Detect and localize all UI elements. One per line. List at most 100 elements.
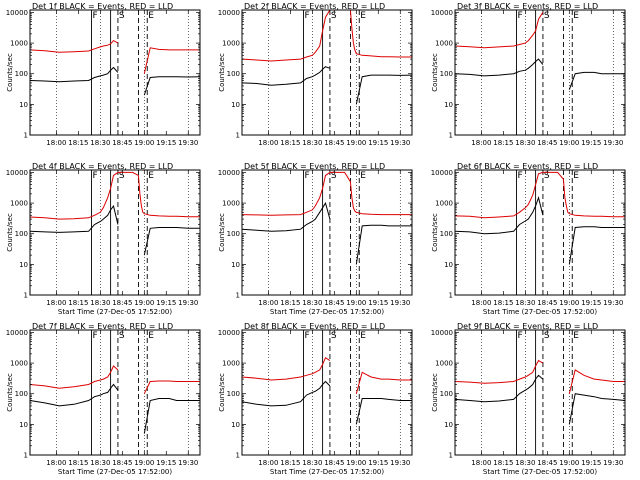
x-axis-title: Start Time (27-Dec-05 17:52:00) bbox=[483, 468, 597, 476]
series-lld-line bbox=[29, 365, 200, 394]
y-tick-label: 10000 bbox=[6, 169, 28, 177]
event-label: E bbox=[360, 331, 366, 341]
plot-frame bbox=[241, 329, 413, 456]
x-tick-label: 18:00 bbox=[46, 459, 66, 467]
series-events-line bbox=[241, 201, 412, 265]
event-label: E bbox=[148, 331, 154, 341]
x-tick-label: 19:15 bbox=[156, 459, 176, 467]
x-tick-label: 19:15 bbox=[368, 299, 388, 307]
y-tick-label: 1 bbox=[236, 292, 240, 300]
y-axis-title: Counts/sec bbox=[431, 373, 439, 412]
event-label: S bbox=[331, 171, 337, 181]
series-lld-line bbox=[241, 171, 412, 216]
x-tick-label: 19:30 bbox=[390, 139, 410, 147]
panel-title: Det 5f BLACK = Events, RED = LLD bbox=[244, 162, 385, 171]
y-tick-label: 1 bbox=[24, 292, 28, 300]
y-axis-title: Counts/sec bbox=[6, 53, 14, 92]
plot-frame bbox=[29, 329, 201, 456]
x-tick-label: 18:00 bbox=[471, 299, 491, 307]
y-axis-title: Counts/sec bbox=[218, 373, 226, 412]
event-label: F bbox=[93, 331, 98, 341]
x-tick-label: 18:30 bbox=[90, 299, 110, 307]
x-tick-label: 18:30 bbox=[302, 139, 322, 147]
series-events-line bbox=[29, 204, 200, 256]
x-tick-label: 18:15 bbox=[68, 459, 88, 467]
panel-title: Det 1f BLACK = Events, RED = LLD bbox=[32, 2, 173, 11]
plot-frame bbox=[241, 169, 413, 296]
x-tick-label: 18:00 bbox=[46, 139, 66, 147]
series-lld-line bbox=[29, 39, 200, 74]
x-tick-label: 18:00 bbox=[258, 299, 278, 307]
x-tick-label: 19:15 bbox=[581, 299, 601, 307]
x-tick-label: 19:00 bbox=[346, 459, 366, 467]
x-tick-label: 18:45 bbox=[324, 299, 344, 307]
y-axis-title: Counts/sec bbox=[218, 213, 226, 252]
event-label: E bbox=[148, 171, 154, 181]
y-tick-label: 10 bbox=[19, 421, 28, 429]
series-lld-line bbox=[454, 359, 625, 394]
y-tick-label: 10000 bbox=[218, 329, 240, 337]
event-label: E bbox=[573, 11, 579, 21]
x-tick-label: 19:30 bbox=[603, 459, 623, 467]
y-tick-label: 10000 bbox=[6, 9, 28, 17]
x-tick-label: 18:00 bbox=[258, 459, 278, 467]
event-label: E bbox=[573, 171, 579, 181]
x-tick-label: 19:30 bbox=[178, 139, 198, 147]
event-label: F bbox=[518, 11, 523, 21]
x-tick-label: 19:00 bbox=[346, 139, 366, 147]
x-tick-label: 18:15 bbox=[493, 139, 513, 147]
series-events-line bbox=[454, 374, 626, 425]
y-tick-label: 10 bbox=[19, 101, 28, 109]
x-tick-label: 19:30 bbox=[178, 299, 198, 307]
x-tick-label: 19:30 bbox=[178, 459, 198, 467]
x-tick-label: 19:15 bbox=[581, 459, 601, 467]
plot-frame bbox=[241, 9, 413, 136]
x-tick-label: 18:45 bbox=[112, 299, 132, 307]
y-tick-label: 1 bbox=[449, 292, 453, 300]
event-label: F bbox=[93, 11, 98, 21]
x-axis-title: Start Time (27-Dec-05 17:52:00) bbox=[483, 308, 597, 316]
y-tick-label: 100 bbox=[15, 230, 28, 238]
y-tick-label: 100 bbox=[227, 390, 240, 398]
y-tick-label: 100 bbox=[15, 390, 28, 398]
y-tick-label: 1000 bbox=[10, 40, 28, 48]
y-tick-label: 1000 bbox=[10, 360, 28, 368]
event-label: S bbox=[331, 331, 337, 341]
plot-frame bbox=[454, 329, 626, 456]
x-tick-label: 18:45 bbox=[537, 139, 557, 147]
y-tick-label: 100 bbox=[227, 70, 240, 78]
y-axis-title: Counts/sec bbox=[6, 373, 14, 412]
event-label: F bbox=[518, 171, 523, 181]
y-axis-title: Counts/sec bbox=[218, 53, 226, 92]
y-tick-label: 10 bbox=[231, 421, 240, 429]
y-tick-label: 10 bbox=[444, 421, 453, 429]
x-axis-title: Start Time (27-Dec-05 17:52:00) bbox=[58, 468, 172, 476]
x-tick-label: 19:00 bbox=[346, 299, 366, 307]
series-lld-line bbox=[454, 12, 544, 49]
x-tick-label: 19:15 bbox=[156, 299, 176, 307]
series-lld-line bbox=[454, 171, 625, 219]
x-tick-label: 18:15 bbox=[280, 139, 300, 147]
x-tick-label: 19:00 bbox=[134, 139, 154, 147]
series-lld-line bbox=[241, 9, 412, 62]
y-axis-title: Counts/sec bbox=[431, 213, 439, 252]
event-label: S bbox=[331, 11, 337, 21]
event-label: S bbox=[119, 331, 125, 341]
x-axis-title: Start Time (27-Dec-05 17:52:00) bbox=[270, 308, 384, 316]
series-events-line bbox=[29, 383, 200, 434]
x-tick-label: 18:30 bbox=[90, 139, 110, 147]
series-events-line bbox=[241, 66, 413, 105]
y-tick-label: 1 bbox=[24, 452, 28, 460]
event-label: F bbox=[305, 171, 310, 181]
x-tick-label: 18:45 bbox=[537, 459, 557, 467]
y-tick-label: 1 bbox=[236, 452, 240, 460]
x-tick-label: 18:45 bbox=[324, 459, 344, 467]
x-tick-label: 19:30 bbox=[603, 299, 623, 307]
y-tick-label: 10 bbox=[444, 261, 453, 269]
